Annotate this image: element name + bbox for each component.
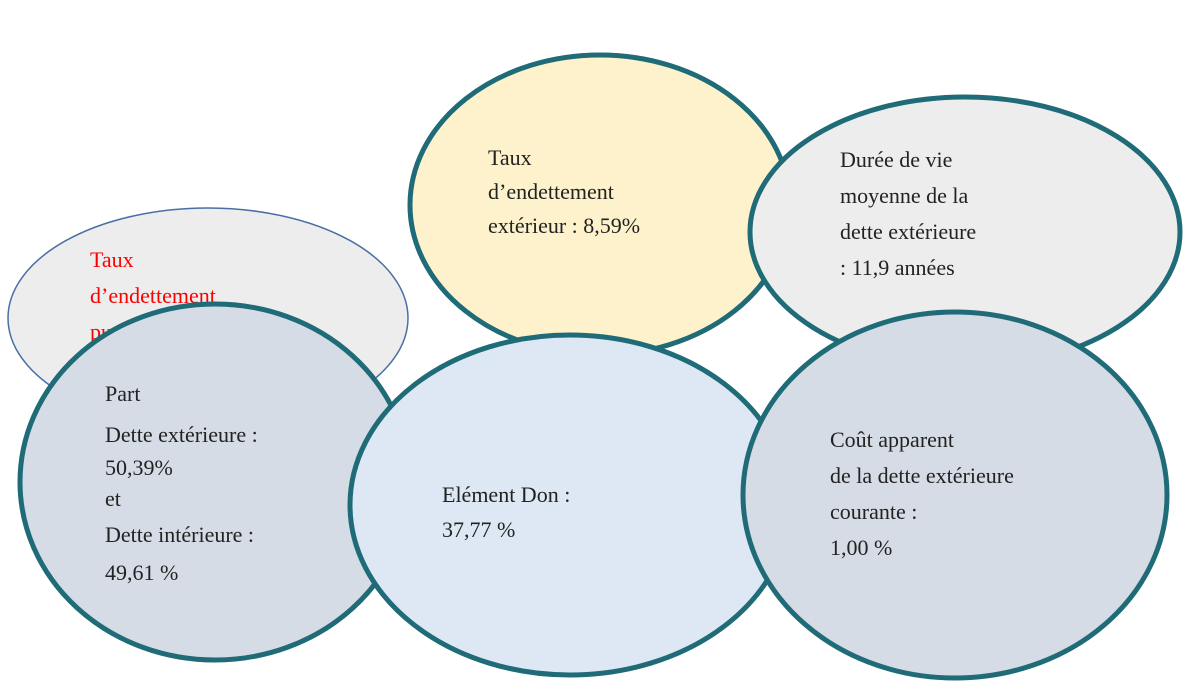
node-text: 1,00 % xyxy=(830,535,892,560)
node-text: 49,61 % xyxy=(105,560,178,585)
node-text: de la dette extérieure xyxy=(830,463,1014,488)
node-text: Dette intérieure : xyxy=(105,522,254,547)
node-text: Elément Don : xyxy=(442,482,570,507)
node-text: courante : xyxy=(830,499,917,524)
node-text: : 11,9 années xyxy=(840,255,955,280)
node-text: d’endettement xyxy=(488,179,614,204)
node: Taux d’endettement extérieur : 8,59% xyxy=(407,52,793,358)
node-text: 50,39% xyxy=(105,455,173,480)
node-text: extérieur : 8,59% xyxy=(488,213,640,238)
node-ellipse xyxy=(407,52,793,358)
node-text: Durée de vie xyxy=(840,147,952,172)
node-text: dette extérieure xyxy=(840,219,976,244)
node: Coût apparent de la dette extérieure coura… xyxy=(740,309,1170,681)
node-text: Part xyxy=(105,381,140,406)
node-text: Dette extérieure : xyxy=(105,422,258,447)
node-ellipse xyxy=(740,309,1170,681)
node: Elément Don : 37,77 % xyxy=(347,332,793,678)
node-text: Coût apparent xyxy=(830,427,954,452)
node-text: moyenne de la xyxy=(840,183,969,208)
node-text: Taux xyxy=(90,247,134,272)
node-text: Taux xyxy=(488,145,532,170)
node-text: 37,77 % xyxy=(442,517,515,542)
node-text: et xyxy=(105,486,121,511)
node: Part Dette extérieure : 50,39% et Dette inté… xyxy=(17,301,413,663)
